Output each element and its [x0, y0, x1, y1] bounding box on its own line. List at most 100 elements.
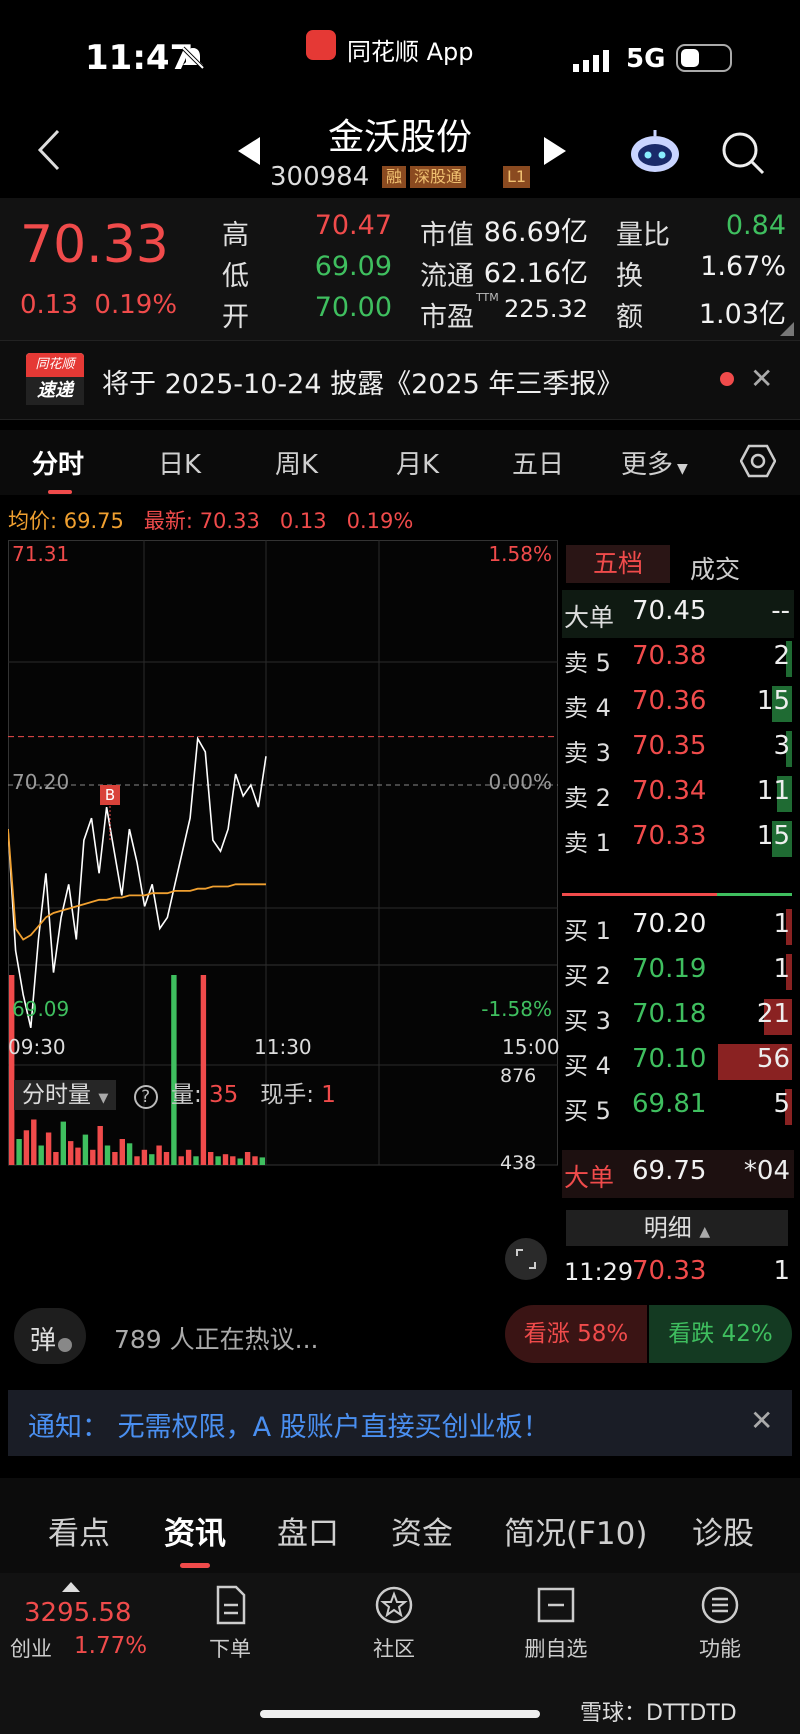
network-type: 5G	[626, 44, 666, 74]
notification-text[interactable]: 通知： 无需权限，A 股账户直接买创业板！	[28, 1412, 550, 1443]
volume-bar	[259, 1157, 265, 1165]
expand-corner-icon[interactable]	[780, 322, 794, 336]
community-icon[interactable]	[374, 1585, 414, 1625]
volume-bar	[141, 1149, 148, 1165]
home-indicator	[260, 1710, 540, 1718]
tab-diagnosis[interactable]: 诊股	[692, 1516, 754, 1552]
tab-five-levels[interactable]: 五档	[566, 545, 670, 583]
help-icon[interactable]: ?	[133, 1085, 158, 1109]
bullet-comment-icon[interactable]: 弹	[14, 1308, 86, 1364]
notice-banner[interactable]	[0, 340, 800, 420]
vol-max-label: 876	[500, 1065, 537, 1087]
big-sell-value: --	[771, 596, 790, 626]
ask-row[interactable]: 卖 3 70.35 3	[562, 725, 794, 773]
quote-label-volratio: 量比	[616, 220, 670, 251]
unread-dot	[720, 372, 734, 386]
bearish-vote-button[interactable]: 看跌 42%	[649, 1305, 792, 1363]
order-icon[interactable]	[210, 1585, 250, 1625]
nav-remove-label[interactable]: 删自选	[524, 1637, 588, 1661]
volume-bar	[208, 1152, 214, 1165]
volume-bar	[163, 1152, 170, 1165]
volume-bar	[31, 1119, 37, 1165]
quote-value-turnover: 1.67%	[700, 251, 786, 282]
bullish-vote-button[interactable]: 看涨 58%	[505, 1305, 647, 1363]
bid-row[interactable]: 买 3 70.18 21	[562, 993, 794, 1041]
bid-volume: 56	[756, 1044, 790, 1074]
active-section-indicator	[180, 1563, 210, 1568]
notification-bar[interactable]	[8, 1390, 792, 1456]
buy-marker[interactable]: B	[100, 785, 120, 805]
tab-monthly[interactable]: 月K	[396, 450, 440, 480]
volume-bar	[237, 1158, 243, 1165]
ai-assistant-icon[interactable]	[628, 128, 682, 174]
quote-label-low: 低	[222, 261, 249, 292]
close-icon[interactable]: ✕	[750, 1404, 774, 1437]
y-mid-label: 70.20	[12, 770, 70, 794]
ask-row[interactable]: 卖 2 70.34 11	[562, 770, 794, 818]
tab-weekly[interactable]: 周K	[275, 450, 319, 480]
last-trade-row: 11:29 70.33 1	[562, 1250, 794, 1298]
discussion-count[interactable]: 789 人正在热议...	[114, 1325, 319, 1354]
volume-bar	[68, 1141, 74, 1165]
tab-news[interactable]: 资讯	[164, 1516, 226, 1552]
last-trade-time: 11:29	[564, 1258, 634, 1286]
tab-profile[interactable]: 简况(F10)	[504, 1516, 648, 1552]
bullet-icon-char: 弹	[30, 1326, 57, 1356]
ask-volume: 2	[773, 641, 790, 671]
bid-row[interactable]: 买 5 69.81 5	[562, 1083, 794, 1131]
menu-icon[interactable]	[700, 1585, 740, 1625]
volume-bar	[178, 1156, 184, 1165]
remove-watchlist-icon[interactable]	[536, 1585, 576, 1625]
back-icon[interactable]	[30, 125, 70, 175]
quote-value-amount: 1.03亿	[698, 299, 786, 330]
bid-volume: 1	[773, 909, 790, 939]
ask-row[interactable]: 卖 1 70.33 15	[562, 815, 794, 863]
volume-bar	[244, 1152, 251, 1165]
bid-row[interactable]: 买 4 70.10 56	[562, 1038, 794, 1086]
ask-row[interactable]: 卖 5 70.38 2	[562, 635, 794, 683]
close-icon[interactable]: ✕	[750, 362, 774, 395]
big-sell-label: 大单	[564, 603, 615, 632]
nav-order-label[interactable]: 下单	[209, 1637, 251, 1661]
tab-funds[interactable]: 资金	[391, 1516, 453, 1552]
notice-text[interactable]: 将于 2025-10-24 披露《2025 年三季报》	[102, 369, 624, 400]
prev-stock-icon[interactable]	[238, 137, 260, 165]
bid-row[interactable]: 买 1 70.20 1	[562, 903, 794, 951]
volume-bar	[222, 1154, 229, 1165]
tab-five-day[interactable]: 五日	[512, 450, 565, 480]
tab-daily[interactable]: 日K	[158, 450, 202, 480]
app-logo-icon	[306, 30, 336, 60]
bid-volume-bar	[785, 1089, 792, 1125]
volume-bar	[60, 1121, 66, 1165]
index-value[interactable]: 3295.58	[24, 1598, 132, 1628]
volume-type-select[interactable]: 分时量 ▼	[14, 1080, 117, 1110]
tab-orderbook[interactable]: 盘口	[277, 1516, 339, 1552]
search-icon[interactable]	[720, 130, 766, 176]
pct-high-label: 1.58%	[488, 542, 552, 566]
ask-price: 70.34	[632, 776, 707, 806]
tab-more[interactable]: 更多 ▼	[621, 444, 688, 481]
nav-community-label[interactable]: 社区	[373, 1637, 415, 1661]
tab-trades[interactable]: 成交	[690, 555, 741, 584]
news-flash-logo: 同花顺 速递	[26, 353, 84, 405]
fullscreen-icon[interactable]	[505, 1238, 547, 1280]
tab-intraday[interactable]: 分时	[32, 450, 85, 480]
status-time: 11:47	[85, 38, 194, 78]
last-trade-price: 70.33	[632, 1256, 707, 1286]
nav-function-label[interactable]: 功能	[699, 1637, 741, 1661]
vol-now-label: 现手:	[260, 1082, 314, 1108]
news-logo-top: 同花顺	[26, 353, 84, 377]
change-pct: 0.19%	[94, 290, 178, 320]
quote-label-pe: 市盈	[420, 302, 474, 333]
detail-header[interactable]: 明细 ▲	[566, 1210, 788, 1246]
bid-row[interactable]: 买 2 70.19 1	[562, 948, 794, 996]
settings-icon[interactable]	[740, 443, 776, 479]
ask-row[interactable]: 卖 4 70.36 15	[562, 680, 794, 728]
bid-volume: 1	[773, 954, 790, 984]
intraday-chart[interactable]	[8, 540, 558, 1280]
next-stock-icon[interactable]	[544, 137, 566, 165]
tab-highlights[interactable]: 看点	[48, 1516, 110, 1552]
bid-price: 70.10	[632, 1044, 707, 1074]
latest-label: 最新:	[143, 509, 193, 533]
tag-level: L1	[503, 166, 531, 188]
